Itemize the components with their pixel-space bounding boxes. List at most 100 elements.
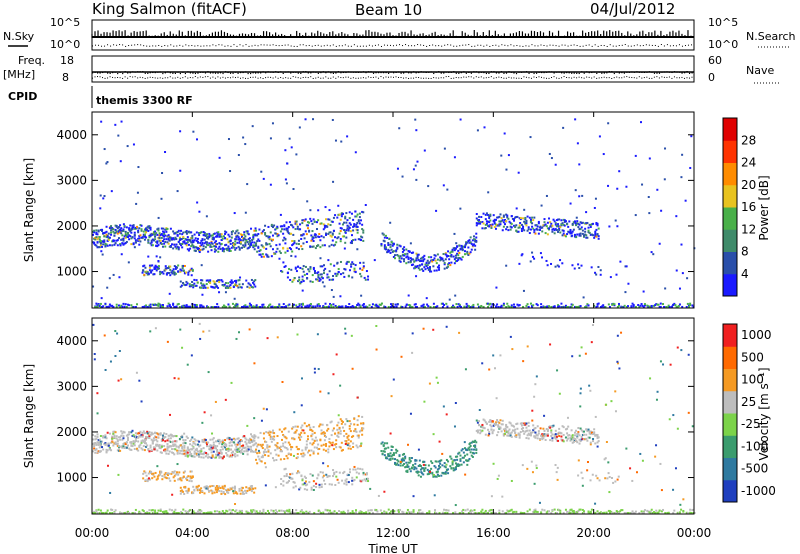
rti-cell — [397, 460, 400, 463]
rti-cell — [418, 260, 421, 263]
rti-cell — [180, 284, 183, 287]
rti-cell — [384, 234, 387, 237]
rti-cell — [339, 237, 342, 240]
rti-cell — [430, 467, 433, 470]
rti-cell — [471, 440, 474, 443]
rti-cell — [341, 305, 344, 308]
rti-cell — [152, 273, 155, 276]
rti-cell — [489, 214, 492, 217]
rti-cell — [261, 306, 264, 308]
rti-cell — [145, 442, 148, 445]
rti-cell — [114, 224, 117, 227]
rti-cell — [203, 512, 206, 514]
rti-cell — [193, 452, 196, 455]
rti-cell — [310, 306, 313, 308]
rti-cell — [262, 255, 265, 258]
rti-cell — [316, 272, 319, 275]
rti-cell — [304, 448, 307, 451]
rti-cell — [324, 267, 327, 270]
rti-cell — [138, 444, 141, 447]
rti-cell — [227, 138, 230, 141]
rti-cell — [203, 238, 206, 241]
rti-cell — [311, 245, 314, 248]
rti-cell — [188, 270, 191, 273]
rti-cell — [260, 244, 263, 247]
rti-cell — [351, 367, 354, 370]
rti-cell — [572, 228, 575, 231]
rti-cell — [150, 232, 153, 235]
rti-cell — [633, 512, 636, 514]
rti-cell — [573, 437, 576, 440]
rti-cell — [358, 238, 361, 241]
rti-cell — [112, 230, 115, 233]
rti-cell — [450, 254, 453, 257]
rti-cell — [175, 243, 178, 246]
rti-cell — [268, 433, 271, 436]
rti-cell — [301, 429, 304, 432]
rti-cell — [579, 508, 582, 511]
rti-cell — [291, 280, 294, 283]
rti-cell — [186, 451, 189, 454]
rti-cell — [582, 296, 585, 299]
rti-cell — [384, 248, 387, 251]
rti-cell — [140, 224, 143, 227]
rti-cell — [111, 228, 114, 231]
rti-cell — [430, 460, 433, 463]
rti-cell — [116, 332, 119, 335]
rti-cell — [432, 306, 435, 308]
rti-cell — [327, 218, 330, 221]
rti-cell — [102, 197, 105, 200]
rti-cell — [335, 443, 338, 446]
rti-cell — [403, 459, 406, 462]
rti-cell — [578, 163, 581, 166]
rti-cell — [157, 227, 160, 230]
rti-cell — [187, 489, 190, 492]
rti-cell — [569, 439, 572, 442]
rti-cell — [611, 303, 614, 306]
rti-cell — [155, 436, 158, 439]
rti-cell — [146, 512, 149, 514]
rti-cell — [414, 118, 417, 121]
rti-cell — [236, 305, 239, 308]
rti-cell — [130, 243, 133, 246]
rti-cell — [165, 452, 168, 455]
rti-cell — [206, 233, 209, 236]
rti-cell — [471, 455, 474, 458]
rti-cell — [205, 279, 208, 282]
rti-cell — [394, 462, 397, 465]
rti-cell — [558, 431, 561, 434]
rti-cell — [476, 431, 479, 434]
rti-cell — [395, 451, 398, 454]
rti-cell — [467, 459, 470, 462]
rti-cell — [325, 218, 328, 221]
rti-cell — [322, 443, 325, 446]
rti-cell — [554, 222, 557, 225]
rti-cell — [370, 509, 373, 512]
rti-cell — [522, 429, 525, 432]
rti-cell — [260, 445, 263, 448]
rti-cell — [424, 263, 427, 266]
rti-cell — [202, 283, 205, 286]
rti-cell — [148, 226, 151, 229]
rti-cell — [101, 446, 104, 449]
rti-cell — [274, 228, 277, 231]
rti-cell — [95, 437, 98, 440]
rti-cell — [243, 305, 246, 308]
rti-cell — [245, 491, 248, 494]
rti-cell — [180, 269, 183, 272]
rti-cell — [146, 444, 149, 447]
rti-cell — [493, 225, 496, 228]
rti-cell — [656, 512, 659, 514]
rti-cell — [332, 180, 335, 183]
rti-cell — [326, 429, 329, 432]
rti-cell — [389, 457, 392, 460]
rti-cell — [579, 228, 582, 231]
rti-cell — [415, 306, 418, 308]
rti-cell — [496, 223, 499, 226]
rti-cell — [304, 265, 307, 268]
rti-cell — [216, 303, 219, 306]
rti-cell — [572, 437, 575, 440]
rti-cell — [586, 221, 589, 224]
rti-cell — [139, 443, 142, 446]
rti-cell — [623, 512, 626, 514]
